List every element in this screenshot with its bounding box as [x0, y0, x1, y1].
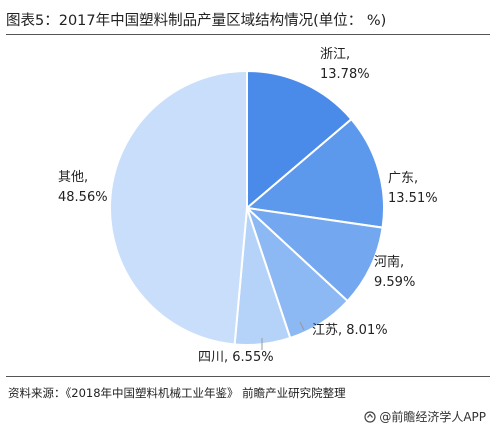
pie-slice-5 — [109, 69, 248, 346]
slice-label-1: 广东, — [388, 171, 418, 186]
source-note: 资料来源：《2018年中国塑料机械工业年鉴》 前瞻产业研究院整理 — [8, 386, 346, 400]
slice-value-0: 13.78% — [320, 67, 370, 82]
source-divider — [6, 376, 490, 377]
brand-label: @前瞻经济学人APP — [379, 410, 486, 424]
leader-line-3 — [299, 321, 305, 331]
slice-label-4: 四川, 6.55% — [198, 350, 274, 365]
slice-value-5: 48.56% — [58, 190, 108, 205]
pie-labels: 浙江, 13.78% 广东, 13.51% 河南, 9.59% 江苏, 8.01% 四川, 6… — [58, 47, 438, 365]
pie-slice-2 — [243, 206, 384, 303]
slice-value-2: 9.59% — [374, 275, 415, 290]
slice-label-0: 浙江, — [320, 47, 350, 62]
chart-title: 图表5：2017年中国塑料制品产量区域结构情况(单位： %) — [6, 13, 387, 29]
brand-logo-icon — [364, 410, 376, 423]
slice-value-1: 13.51% — [388, 191, 438, 206]
pie-slices — [109, 69, 385, 346]
pie-slice-0 — [246, 69, 353, 211]
slice-label-5: 其他, — [58, 170, 88, 185]
slice-label-2: 河南, — [374, 254, 404, 270]
slice-label-3: 江苏, 8.01% — [312, 322, 388, 338]
title-divider — [6, 34, 490, 35]
pie-slice-1 — [244, 117, 385, 229]
brand-mark: @前瞻经济学人APP — [364, 408, 486, 425]
